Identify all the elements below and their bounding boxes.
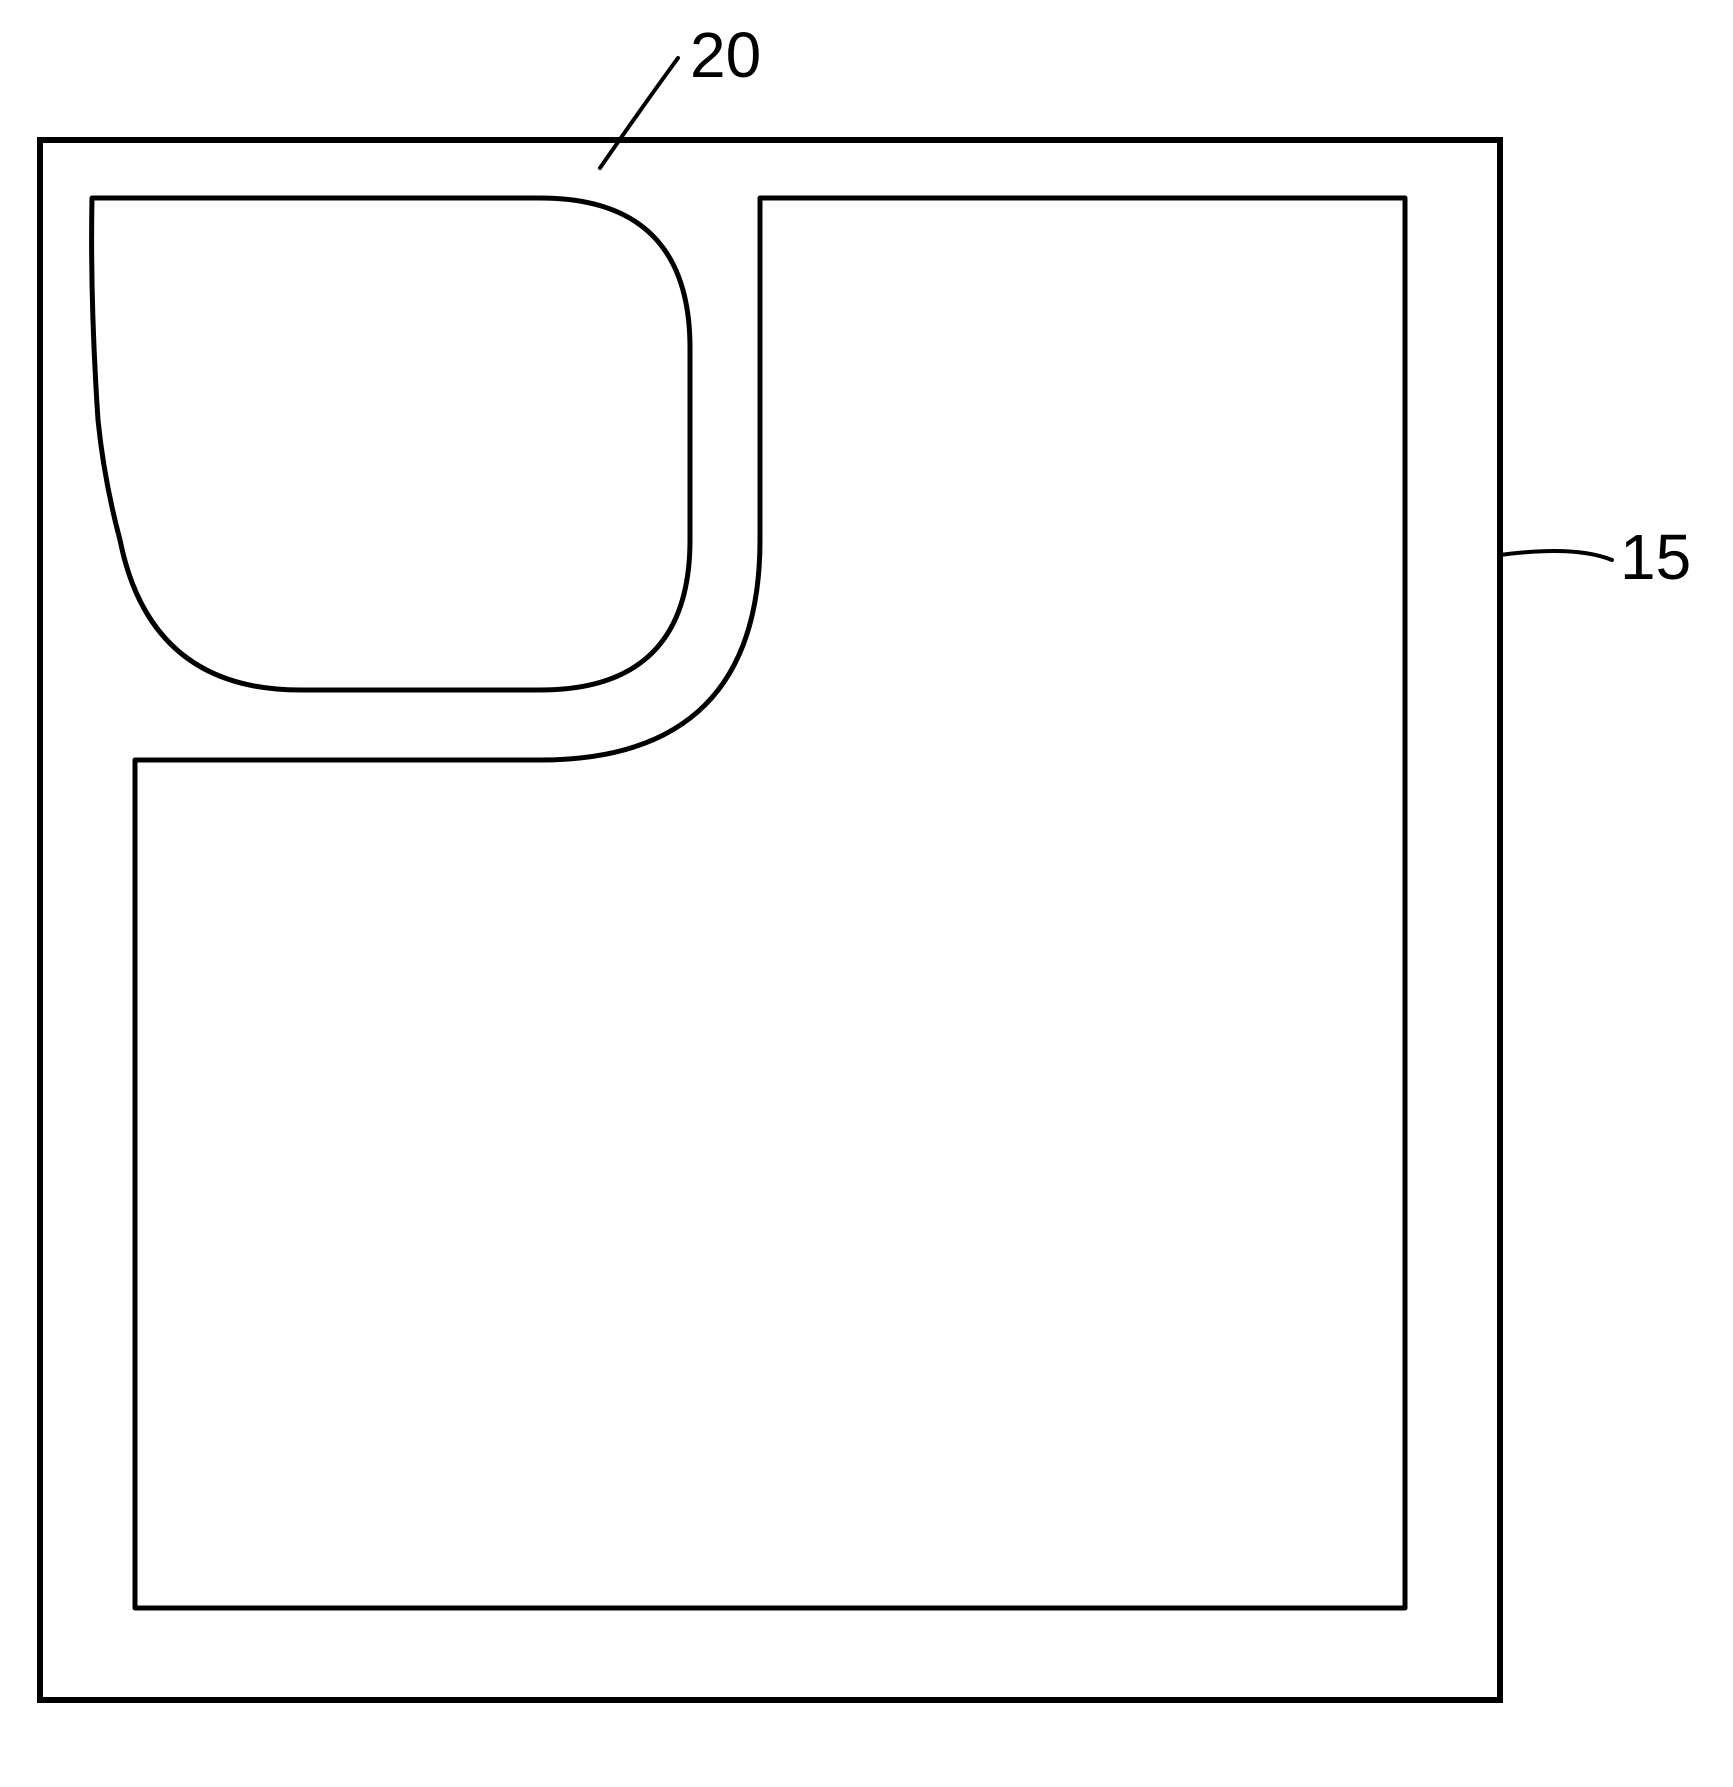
leader-15 <box>1500 551 1612 560</box>
leader-20 <box>600 58 678 168</box>
label-20: 20 <box>690 18 761 92</box>
inner-main-shape <box>135 198 1405 1608</box>
diagram-svg <box>0 0 1733 1787</box>
outer-rect <box>40 140 1500 1700</box>
label-15: 15 <box>1620 520 1691 594</box>
diagram-stage: 20 15 <box>0 0 1733 1787</box>
leaf-shape <box>92 198 690 690</box>
